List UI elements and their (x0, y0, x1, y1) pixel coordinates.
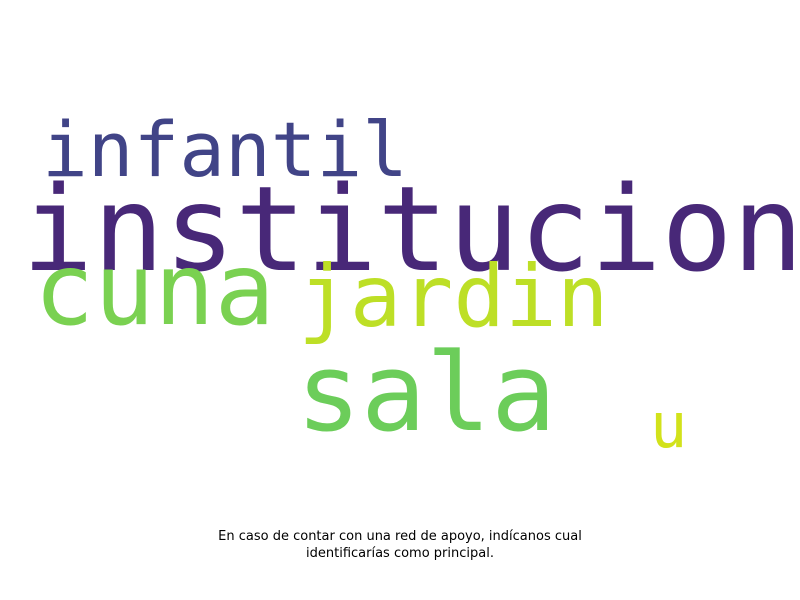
word-jardin: jardin (298, 247, 609, 347)
word-cuna: cuna (34, 231, 275, 348)
word-sala: sala (296, 331, 557, 456)
word-u: u (650, 389, 688, 462)
caption-line-2: identificarías como principal. (306, 546, 494, 561)
caption: En caso de contar con una red de apoyo, … (150, 528, 650, 562)
word-infantil: infantil (42, 105, 409, 194)
word-institucion: institucion (22, 160, 800, 298)
caption-line-1: En caso de contar con una red de apoyo, … (218, 529, 582, 544)
